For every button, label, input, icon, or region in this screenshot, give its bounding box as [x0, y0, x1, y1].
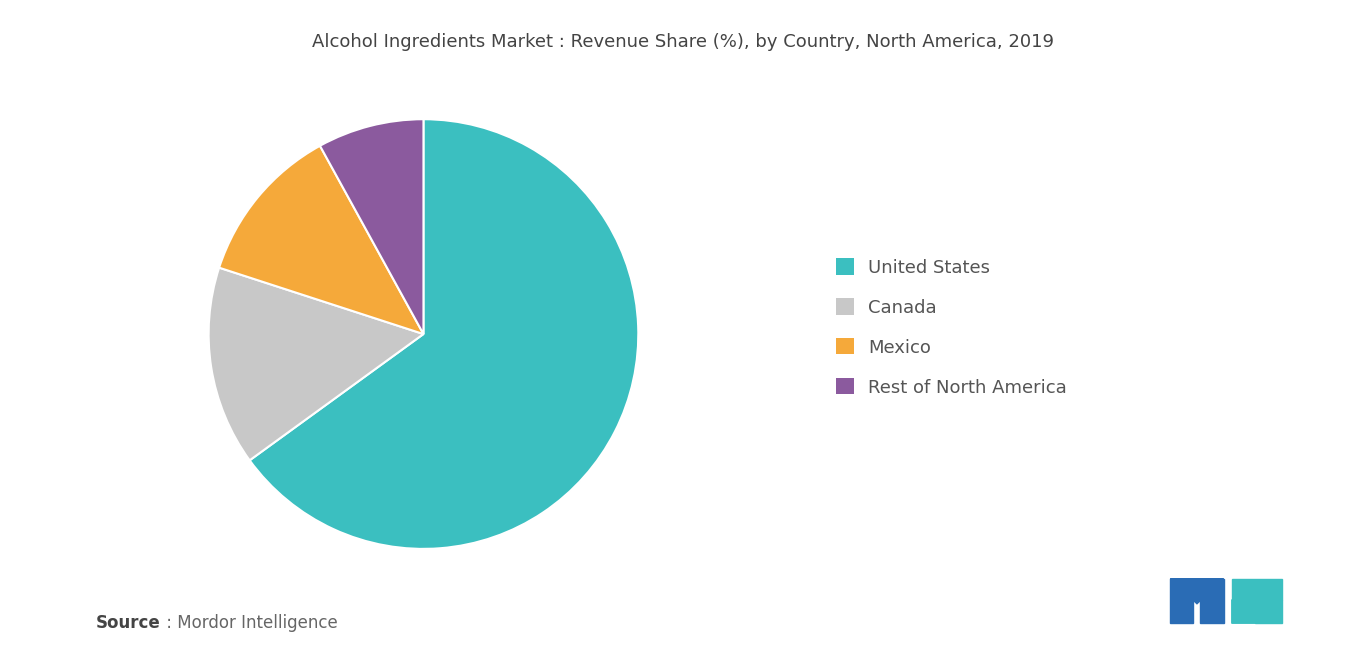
Polygon shape [1255, 600, 1281, 624]
Text: : Mordor Intelligence: : Mordor Intelligence [161, 614, 337, 632]
Wedge shape [209, 268, 423, 460]
Polygon shape [1201, 579, 1224, 624]
Legend: United States, Canada, Mexico, Rest of North America: United States, Canada, Mexico, Rest of N… [829, 252, 1074, 403]
Text: Alcohol Ingredients Market : Revenue Share (%), by Country, North America, 2019: Alcohol Ingredients Market : Revenue Sha… [311, 33, 1055, 50]
Polygon shape [1171, 579, 1224, 604]
Wedge shape [320, 119, 423, 334]
Polygon shape [1232, 600, 1281, 624]
Wedge shape [219, 146, 423, 334]
Polygon shape [1232, 579, 1281, 600]
Polygon shape [1171, 579, 1194, 624]
Text: Source: Source [96, 614, 160, 632]
Wedge shape [250, 119, 638, 549]
